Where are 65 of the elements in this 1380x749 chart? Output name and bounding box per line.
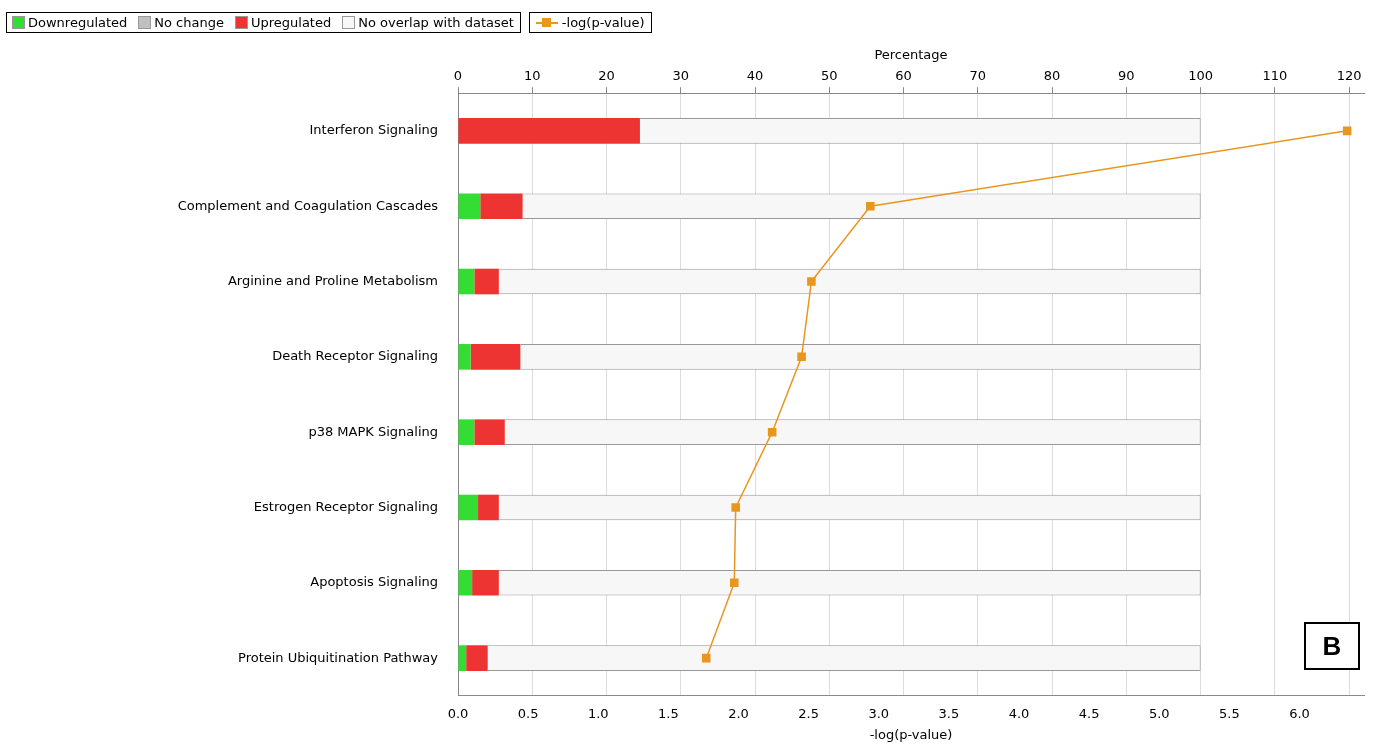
x-tick-label: 20 xyxy=(598,67,615,83)
x-tick-label: 40 xyxy=(746,67,764,83)
bar xyxy=(466,645,488,671)
bar xyxy=(458,268,475,295)
bar xyxy=(472,570,499,596)
point xyxy=(807,277,816,286)
legend-label: -log(p-value) xyxy=(561,15,645,30)
point xyxy=(797,352,806,362)
x2-tick-label: 1.5 xyxy=(658,705,679,721)
x2-tick-label: 2.0 xyxy=(728,705,749,721)
x2-tick-label: 3.5 xyxy=(938,705,960,721)
x2-tick-label: 0.0 xyxy=(447,705,469,721)
point xyxy=(866,201,875,211)
legend-label: No overlap with dataset xyxy=(358,15,514,30)
point xyxy=(1342,126,1352,136)
x-tick-label: 100 xyxy=(1188,67,1214,83)
x-tick-label: 120 xyxy=(1336,67,1362,83)
point xyxy=(731,503,740,512)
bar xyxy=(458,118,640,144)
bar xyxy=(474,268,499,295)
y-tick-label: Arginine and Proline Metabolism xyxy=(227,272,438,288)
x-tick-label: 110 xyxy=(1262,67,1288,83)
x-tick-label: 80 xyxy=(1043,67,1061,83)
bar xyxy=(458,494,479,521)
x-tick-label: 90 xyxy=(1118,67,1135,83)
x-tick-label: 10 xyxy=(523,67,541,83)
bar xyxy=(458,419,475,445)
bar xyxy=(458,570,473,596)
x2-tick-label: 5.5 xyxy=(1219,705,1240,721)
x2-tick-label: 3.0 xyxy=(868,705,890,721)
bar xyxy=(470,344,521,370)
point xyxy=(767,427,777,437)
x2-tick-label: 4.0 xyxy=(1008,705,1030,721)
y-tick-label: Apoptosis Signaling xyxy=(310,574,438,590)
x2-tick-label: 6.0 xyxy=(1289,705,1310,721)
bar xyxy=(480,193,523,219)
x2-tick-label: 0.5 xyxy=(517,705,539,721)
legend-label: No change xyxy=(154,15,224,30)
point xyxy=(701,653,711,663)
y-tick-label: Protein Ubiquitination Pathway xyxy=(238,649,439,665)
x-tick-label: 30 xyxy=(672,67,690,83)
x2-tick-label: 1.0 xyxy=(587,705,609,721)
x-axis-title: Percentage xyxy=(874,47,948,63)
x2-tick-label: 4.5 xyxy=(1078,705,1100,721)
bar xyxy=(474,419,505,445)
y-tick-label: Death Receptor Signaling xyxy=(272,348,438,364)
y-tick-label: Complement and Coagulation Cascades xyxy=(177,197,439,213)
x2-tick-label: 2.5 xyxy=(798,705,819,721)
legend-label: Downregulated xyxy=(28,15,128,30)
y-tick-label: p38 MAPK Signaling xyxy=(308,423,438,439)
y-tick-label: Interferon Signaling xyxy=(309,122,438,138)
annotation: B xyxy=(1304,622,1360,670)
bar xyxy=(458,193,481,219)
bar xyxy=(458,344,471,370)
x2-tick-label: 5.0 xyxy=(1148,705,1170,721)
x-tick-label: 50 xyxy=(821,67,838,83)
bar xyxy=(458,645,467,671)
legend-label: Upregulated xyxy=(250,15,332,30)
x-tick-label: 70 xyxy=(969,67,987,83)
x-tick-label: 60 xyxy=(895,67,912,83)
bar xyxy=(478,494,499,521)
point xyxy=(730,578,739,588)
x-tick-label: 0 xyxy=(453,67,463,83)
x2-axis-title: -log(p-value) xyxy=(869,726,953,742)
y-tick-label: Estrogen Receptor Signaling xyxy=(253,498,438,514)
